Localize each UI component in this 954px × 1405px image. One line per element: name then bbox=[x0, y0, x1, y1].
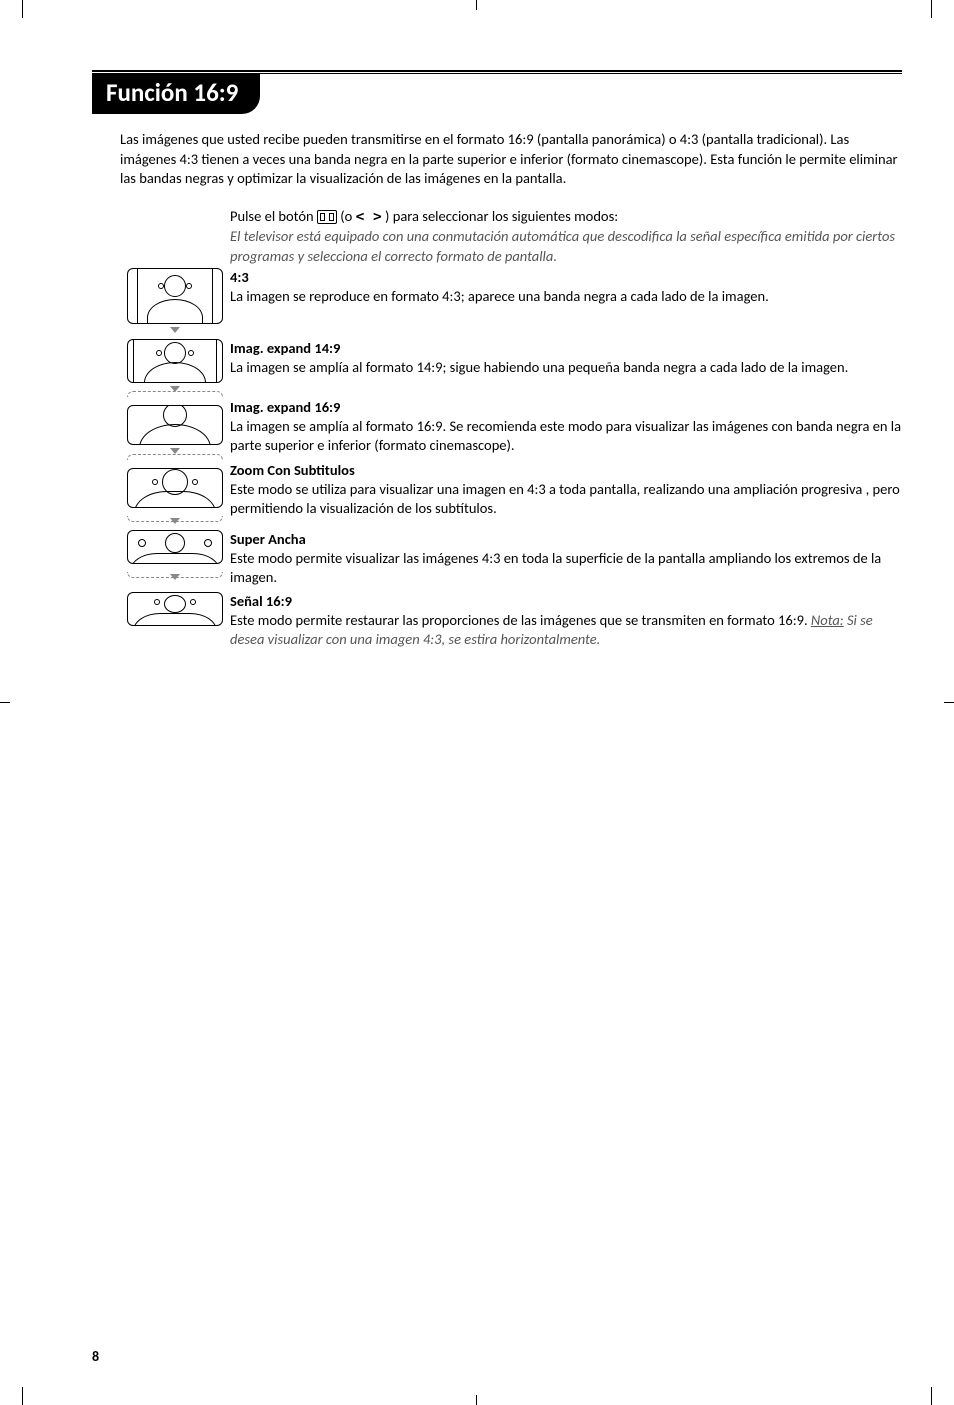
mode-title: Zoom Con Subtitulos bbox=[230, 461, 355, 479]
crop-mark bbox=[22, 1387, 23, 1405]
press-suffix: ) para seleccionar los siguientes modos: bbox=[385, 207, 618, 225]
mode-title: Super Ancha bbox=[230, 530, 306, 548]
thumb-signal-icon bbox=[127, 592, 223, 626]
press-mid: (o bbox=[340, 207, 355, 225]
intro-paragraph: Las imágenes que usted recibe pueden tra… bbox=[120, 130, 902, 189]
mode-4-3: 4:3 La imagen se reproduce en formato 4:… bbox=[120, 268, 902, 333]
content-block: Pulse el botón (o < > ) para seleccionar… bbox=[120, 207, 902, 649]
press-note: El televisor está equipado con una conmu… bbox=[230, 227, 895, 265]
mode-super-wide: Super Ancha Este modo permite visualizar… bbox=[120, 530, 902, 587]
mode-body: Este modo se utiliza para visualizar una… bbox=[230, 480, 900, 517]
crop-mark bbox=[931, 0, 932, 18]
arrow-down-icon bbox=[170, 327, 180, 333]
format-button-icon bbox=[317, 210, 337, 224]
thumb-zoom-icon bbox=[127, 461, 223, 515]
crop-mark bbox=[22, 0, 23, 18]
crop-mark bbox=[476, 1395, 477, 1405]
mode-body: Este modo permite visualizar las imágene… bbox=[230, 549, 881, 586]
mode-body: La imagen se reproduce en formato 4:3; a… bbox=[230, 287, 769, 305]
angle-brackets-icon: < > bbox=[356, 209, 382, 225]
crop-mark bbox=[944, 702, 954, 703]
thumb-16-9-icon bbox=[127, 398, 223, 445]
section-title: Función 16:9 bbox=[92, 73, 260, 114]
press-instruction: Pulse el botón (o < > ) para seleccionar… bbox=[230, 207, 902, 267]
mode-14-9: Imag. expand 14:9 La imagen se amplía al… bbox=[120, 339, 902, 392]
mode-title: Imag. expand 16:9 bbox=[230, 398, 340, 416]
note-label: Nota: bbox=[811, 611, 844, 629]
page-number: 8 bbox=[92, 1348, 99, 1365]
press-prefix: Pulse el botón bbox=[230, 207, 317, 225]
thumb-4-3-icon bbox=[127, 268, 223, 324]
mode-body: La imagen se amplía al formato 16:9. Se … bbox=[230, 417, 901, 454]
thumb-superwide-icon bbox=[127, 530, 223, 571]
mode-body: Este modo permite restaurar las proporci… bbox=[230, 611, 811, 629]
page-content: Función 16:9 Las imágenes que usted reci… bbox=[92, 70, 902, 649]
mode-16-9: Imag. expand 16:9 La imagen se amplía al… bbox=[120, 398, 902, 455]
thumb-14-9-icon bbox=[127, 339, 223, 383]
mode-zoom-subtitles: Zoom Con Subtitulos Este modo se utiliza… bbox=[120, 461, 902, 524]
mode-body: La imagen se amplía al formato 14:9; sig… bbox=[230, 358, 848, 376]
mode-title: 4:3 bbox=[230, 268, 249, 286]
mode-signal-16-9: Señal 16:9 Este modo permite restaurar l… bbox=[120, 592, 902, 649]
mode-title: Imag. expand 14:9 bbox=[230, 339, 340, 357]
crop-mark bbox=[931, 1387, 932, 1405]
crop-mark bbox=[0, 702, 10, 703]
mode-title: Señal 16:9 bbox=[230, 592, 292, 610]
crop-mark bbox=[476, 0, 477, 10]
